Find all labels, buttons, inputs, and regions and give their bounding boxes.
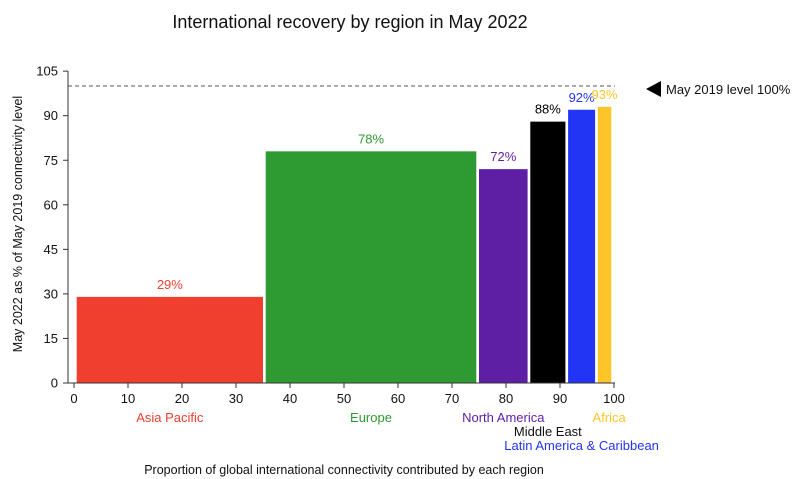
y-tick-label: 30 [44, 286, 58, 301]
x-tick-label: 90 [553, 391, 567, 406]
x-tick-label: 30 [229, 391, 243, 406]
y-tick-label: 60 [44, 197, 58, 212]
chart-title: International recovery by region in May … [172, 12, 527, 32]
bar-value-label: 78% [358, 131, 384, 146]
x-tick-label: 10 [121, 391, 135, 406]
x-tick-label: 0 [70, 391, 77, 406]
x-axis-title: Proportion of global international conne… [144, 463, 544, 477]
bar [568, 109, 596, 383]
bar-value-label: 88% [535, 102, 561, 117]
x-tick-label: 40 [283, 391, 297, 406]
y-tick-label: 75 [44, 153, 58, 168]
x-tick-label: 70 [445, 391, 459, 406]
reference-label: May 2019 level 100% [666, 82, 791, 97]
reference-arrow-icon [646, 81, 661, 97]
x-tick-label: 60 [391, 391, 405, 406]
bar-value-label: 92% [569, 90, 595, 105]
bar [530, 121, 566, 383]
y-tick-label: 105 [36, 64, 58, 79]
x-tick-label: 80 [499, 391, 513, 406]
bar-value-label: 93% [592, 87, 618, 102]
region-label: Asia Pacific [136, 410, 204, 425]
region-label: North America [462, 410, 545, 425]
y-tick-label: 15 [44, 331, 58, 346]
bar [597, 106, 612, 383]
x-tick-label: 20 [175, 391, 189, 406]
bar [265, 151, 477, 383]
region-label: Latin America & Caribbean [504, 438, 659, 453]
y-axis-title: May 2022 as % of May 2019 connectivity l… [11, 96, 25, 352]
x-tick-label: 50 [337, 391, 351, 406]
region-label: Middle East [514, 424, 582, 439]
region-label: Africa [593, 410, 627, 425]
bar [479, 169, 528, 383]
y-tick-label: 45 [44, 242, 58, 257]
x-tick-label: 100 [603, 391, 625, 406]
y-tick-label: 90 [44, 108, 58, 123]
bar-value-label: 72% [490, 149, 516, 164]
bar [76, 296, 263, 383]
y-tick-label: 0 [51, 376, 58, 391]
region-label: Europe [350, 410, 392, 425]
bar-value-label: 29% [157, 277, 183, 292]
